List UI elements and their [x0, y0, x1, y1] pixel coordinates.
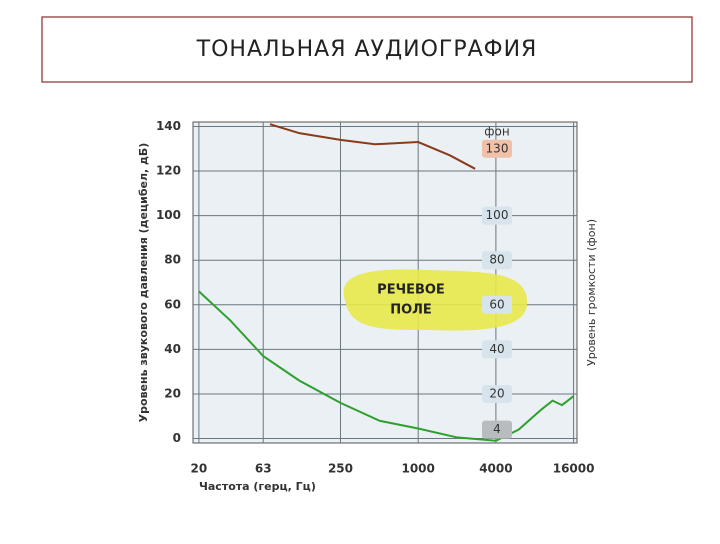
y-tick-label: 120 [156, 164, 181, 178]
x-tick-label: 250 [328, 462, 353, 476]
phon-label-box [482, 206, 512, 225]
phon-label: 130 [486, 141, 509, 155]
x-axis-label: Частота (герц, Гц) [199, 480, 316, 493]
phon-label: 100 [486, 208, 509, 222]
y2-axis-label: Уровень громкости (фон) [585, 219, 598, 366]
curve [269, 123, 476, 170]
phon-label: 60 [489, 297, 504, 311]
x-tick-label: 63 [255, 462, 272, 476]
phon-label-box [482, 384, 512, 403]
y-tick-label: 20 [164, 386, 181, 400]
phon-label-box [482, 295, 512, 314]
phon-label-box [482, 251, 512, 270]
title: ТОНАЛЬНАЯ АУДИОГРАФИЯ [196, 37, 538, 62]
x-tick-label: 4000 [479, 462, 512, 476]
y-tick-label: 60 [164, 297, 181, 311]
x-tick-label: 16000 [553, 462, 595, 476]
phon-unit: фон [484, 125, 509, 139]
title-box [41, 16, 693, 83]
phon-label: 40 [489, 342, 504, 356]
y-tick-label: 40 [164, 342, 181, 356]
x-tick-label: 1000 [401, 462, 434, 476]
y-tick-label: 0 [173, 431, 181, 445]
y-axis-label: Уровень звукового давления (децибел, дБ) [137, 143, 150, 423]
phon-label-box [482, 420, 512, 439]
phon-label: 20 [489, 386, 504, 400]
speech-area [343, 269, 528, 331]
speech-area-label: РЕЧЕВОЕ [377, 283, 445, 298]
phon-label-box [482, 340, 512, 359]
y-tick-label: 100 [156, 208, 181, 222]
curve [198, 290, 575, 442]
phon-label-box [482, 139, 512, 158]
y-tick-label: 140 [156, 119, 181, 133]
phon-label: 80 [489, 253, 504, 267]
x-tick-label: 20 [191, 462, 208, 476]
y-tick-label: 80 [164, 253, 181, 267]
phon-label: 4 [493, 422, 501, 436]
speech-area-label: ПОЛЕ [390, 303, 432, 318]
